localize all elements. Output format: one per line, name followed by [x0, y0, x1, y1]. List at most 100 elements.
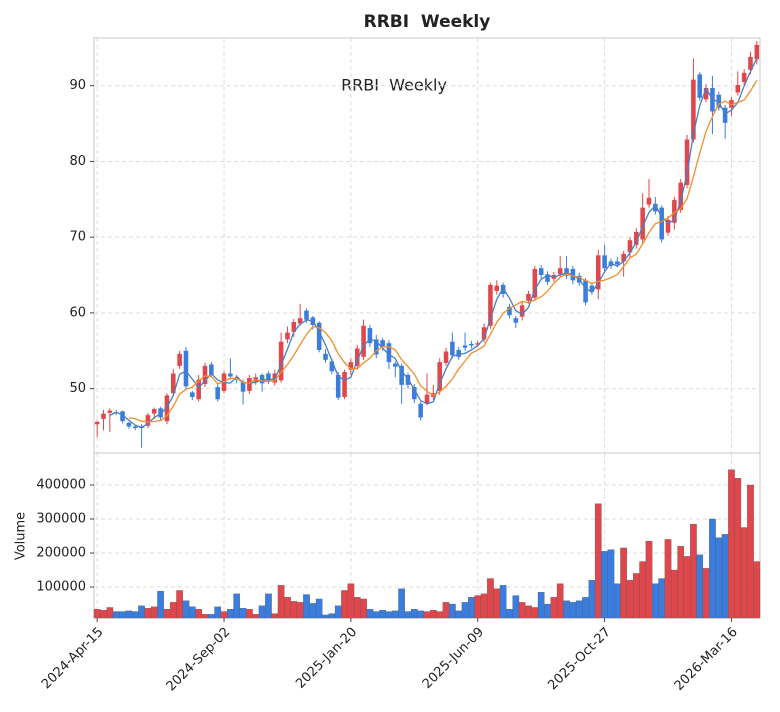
volume-bar: [404, 611, 412, 619]
volume-bar: [525, 605, 532, 619]
volume-bar: [315, 598, 323, 619]
volume-bar: [214, 606, 222, 619]
candle-body: [164, 395, 170, 422]
volume-bar: [626, 580, 634, 619]
volume-bar: [474, 595, 482, 619]
y-tick-label: 90: [69, 78, 86, 93]
candle-body: [183, 350, 189, 387]
volume-bar: [613, 583, 621, 619]
candle-body: [145, 415, 151, 426]
candle-body: [101, 413, 106, 419]
volume-bar: [252, 614, 260, 619]
volume-bar: [150, 606, 158, 619]
volume-bar: [588, 580, 596, 619]
candle-body: [228, 373, 233, 377]
candle-body: [526, 293, 531, 301]
candle-body: [158, 408, 163, 418]
y-tick-label: 80: [69, 154, 86, 169]
candle-body: [266, 373, 271, 380]
x-tick-label: 2025-Jun-09: [420, 625, 487, 692]
volume-bar: [93, 609, 101, 619]
volume-bar: [233, 593, 241, 619]
volume-bar: [119, 611, 126, 619]
candle-body: [240, 381, 246, 392]
volume-bar: [632, 573, 640, 619]
grid: [94, 38, 760, 618]
volume-bar: [271, 613, 279, 619]
volume-bar: [658, 578, 666, 619]
annotation: RRBI Weekly: [341, 76, 447, 95]
candle-body: [462, 345, 468, 348]
volume-bar: [702, 568, 710, 619]
volume-bar: [322, 614, 329, 619]
candle-body: [450, 341, 455, 356]
volume-bar: [284, 597, 291, 619]
candle-body: [545, 274, 550, 282]
candle-body: [418, 403, 423, 418]
y-tick-label: 50: [69, 381, 86, 396]
volume-bar: [385, 611, 393, 619]
volume-bar: [398, 588, 405, 619]
volume-bar: [709, 518, 716, 619]
candle-body: [722, 107, 728, 123]
candle-body: [602, 255, 607, 269]
candle-body: [703, 87, 709, 100]
volume-bar: [157, 590, 164, 619]
volume-bar: [639, 561, 646, 619]
volume-bar: [531, 607, 539, 619]
volume-bar: [360, 598, 367, 619]
candle-body: [513, 318, 519, 323]
volume-bar: [449, 603, 456, 619]
volume-bar: [246, 609, 253, 619]
candle-body: [373, 339, 379, 355]
volume-bar: [265, 593, 272, 619]
chart-title: RRBI Weekly: [364, 12, 491, 32]
volume-bar: [468, 597, 475, 619]
volume-bar: [220, 611, 228, 619]
candle-body: [729, 100, 734, 108]
candle-body: [646, 197, 652, 205]
candle-body: [354, 348, 360, 366]
volume-bar: [188, 606, 196, 619]
volume-axis-label: Volume: [14, 512, 29, 560]
volume-bar: [747, 484, 754, 619]
volume-bar: [436, 611, 444, 619]
volume-bar: [366, 609, 374, 619]
volume-bar: [652, 583, 659, 619]
candle-body: [329, 361, 335, 372]
volume-bar: [100, 610, 107, 619]
y-tick-label: 70: [69, 230, 86, 245]
candle-body: [380, 340, 385, 347]
candle-body: [348, 362, 354, 370]
volume-bar: [131, 611, 139, 619]
candle-body: [386, 343, 392, 363]
volume-bar: [417, 610, 424, 619]
volume-bar: [227, 609, 234, 619]
candle-body: [754, 44, 760, 60]
candle-body: [190, 392, 195, 397]
volume-bar: [163, 609, 171, 619]
volume-bar: [677, 546, 685, 619]
candle-body: [367, 328, 373, 344]
volume-bar: [334, 605, 342, 619]
volume-bar: [201, 614, 209, 619]
candle-body: [583, 280, 588, 303]
volume-bar: [258, 605, 266, 619]
volume-bar: [550, 597, 558, 619]
volume-bar: [645, 540, 653, 619]
candle-body: [456, 350, 461, 357]
candle-body: [684, 139, 690, 185]
volume-bar: [309, 603, 317, 619]
volume-bar: [341, 590, 348, 619]
volume-bar: [144, 607, 152, 619]
volume-bar: [461, 602, 469, 619]
volume-bar: [601, 551, 608, 619]
x-tick-label: 2025-Oct-27: [545, 625, 613, 693]
volume-bar: [493, 588, 501, 619]
volume-bar: [430, 610, 437, 619]
volume-bar: [239, 607, 247, 619]
x-tick-label: 2024-Sep-02: [164, 625, 234, 695]
volume-bar: [582, 597, 589, 619]
candle-body: [507, 306, 512, 316]
volume-bar: [690, 523, 697, 619]
